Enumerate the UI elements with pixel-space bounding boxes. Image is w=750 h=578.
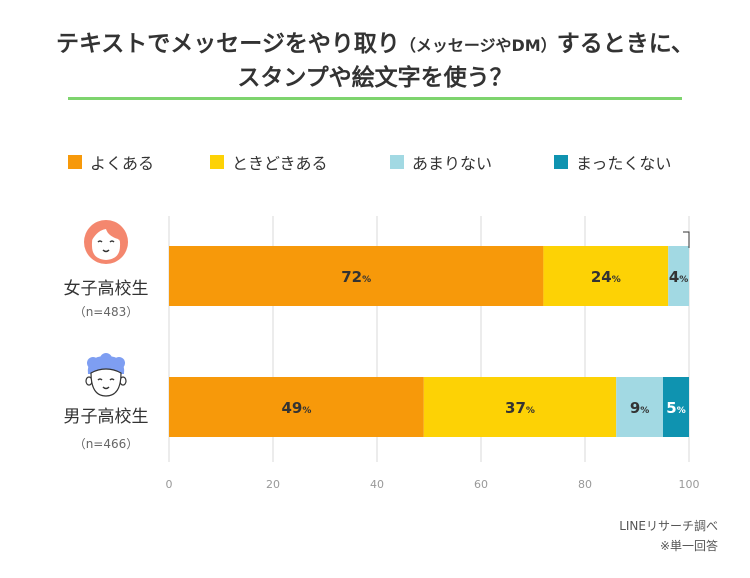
x-tick-label-20: 20 [266, 478, 280, 491]
x-tick-label-60: 60 [474, 478, 488, 491]
x-axis-ticks: 0 20 40 60 80 100 [166, 478, 700, 491]
title-end: するときに、 [556, 31, 695, 57]
data-labels: 72% 24% 4%0%49% 37% 9% 5% [281, 223, 690, 417]
legend-swatch-never [554, 155, 568, 169]
chart-title: テキストでメッセージをやり取り（メッセージやDM）するときに、 スタンプや絵文字… [0, 28, 750, 95]
data-label-unit: % [670, 230, 679, 240]
data-label-unit: % [612, 275, 621, 285]
data-label-sometimes-1: 37% [505, 399, 535, 417]
bar-never-1 [663, 377, 689, 437]
category-label-male: 男子高校生 [64, 407, 149, 427]
legend-item-often: よくある [68, 150, 154, 174]
data-label-often-1: 49% [281, 399, 311, 417]
title-main: テキストでメッセージをやり取り [55, 31, 400, 57]
title-line-2: スタンプや絵文字を使う？ [237, 65, 513, 91]
x-tick-label-80: 80 [578, 478, 592, 491]
x-tick-label-40: 40 [370, 478, 384, 491]
legend-swatch-rarely [390, 155, 404, 169]
answer-type-note: ※単一回答 [659, 539, 718, 553]
legend-item-rarely: あまりない [390, 150, 492, 174]
x-tick-label-100: 100 [679, 478, 700, 491]
data-label-unit: % [677, 406, 686, 416]
legend-swatch-often [68, 155, 82, 169]
title-parenthetical: （メッセージやDM） [399, 36, 557, 55]
legend-item-sometimes: ときどきある [210, 150, 328, 174]
source-note: LINEリサーチ調べ ※単一回答 [619, 516, 718, 556]
data-label-often-0: 72% [341, 268, 371, 286]
data-label-rarely-0: 4% [669, 268, 688, 286]
data-label-unit: % [526, 406, 535, 416]
bar-sometimes-1 [423, 377, 617, 437]
data-label-sometimes-0: 24% [591, 268, 621, 286]
title-underline [68, 97, 682, 100]
data-label-value: 72 [341, 268, 362, 286]
data-label-never-0: 0% [659, 223, 678, 241]
title-line-1: テキストでメッセージをやり取り（メッセージやDM）するときに、 [0, 28, 750, 62]
bar-rarely-0 [668, 246, 689, 306]
data-label-value: 0 [659, 223, 669, 241]
data-label-value: 4 [669, 268, 679, 286]
male-face-icon [85, 353, 127, 397]
x-tick-label-0: 0 [166, 478, 173, 491]
legend-item-never: まったくない [554, 150, 671, 174]
bars [169, 246, 689, 437]
legend: よくある ときどきある あまりない まったくない [0, 150, 750, 173]
data-label-unit: % [362, 275, 371, 285]
zero-value-leader-line [683, 231, 690, 248]
data-label-value: 9 [630, 399, 640, 417]
bar-often-0 [169, 246, 544, 306]
legend-swatch-sometimes [210, 155, 224, 169]
data-label-value: 5 [666, 399, 676, 417]
data-label-value: 49 [281, 399, 302, 417]
data-label-unit: % [640, 406, 649, 416]
data-label-value: 24 [591, 268, 612, 286]
legend-label-sometimes: ときどきある [232, 154, 328, 173]
female-face-icon [84, 220, 128, 264]
source-credit: LINEリサーチ調べ [619, 519, 718, 533]
category-label-female: 女子高校生 [64, 279, 149, 299]
bar-often-1 [169, 377, 424, 437]
data-label-rarely-1: 9% [630, 399, 649, 417]
sample-size-female: （n=483） [74, 305, 139, 319]
data-label-value: 37 [505, 399, 526, 417]
data-label-never-1: 5% [666, 399, 685, 417]
bar-sometimes-0 [543, 246, 669, 306]
data-label-unit: % [302, 406, 311, 416]
legend-label-rarely: あまりない [412, 154, 493, 173]
sample-size-male: （n=466） [74, 437, 139, 451]
legend-label-never: まったくない [576, 154, 672, 173]
bar-rarely-1 [616, 377, 663, 437]
data-label-unit: % [679, 275, 688, 285]
legend-label-often: よくある [90, 154, 155, 173]
